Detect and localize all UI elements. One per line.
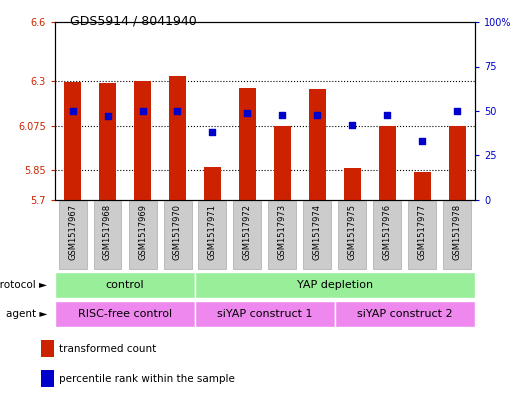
Text: YAP depletion: YAP depletion xyxy=(297,280,373,290)
FancyBboxPatch shape xyxy=(55,301,195,327)
Text: GSM1517977: GSM1517977 xyxy=(418,204,427,260)
Text: GSM1517971: GSM1517971 xyxy=(208,204,217,259)
Point xyxy=(173,108,182,114)
FancyBboxPatch shape xyxy=(268,201,297,268)
Text: GSM1517967: GSM1517967 xyxy=(68,204,77,260)
Point xyxy=(104,113,112,119)
Point xyxy=(383,112,391,118)
Bar xyxy=(449,126,466,200)
Bar xyxy=(204,167,221,200)
Text: siYAP construct 1: siYAP construct 1 xyxy=(217,309,313,319)
Text: GSM1517973: GSM1517973 xyxy=(278,204,287,260)
Text: siYAP construct 2: siYAP construct 2 xyxy=(357,309,453,319)
FancyBboxPatch shape xyxy=(164,201,191,268)
Bar xyxy=(41,370,54,387)
Bar xyxy=(64,82,81,200)
Bar xyxy=(98,83,116,200)
Text: GSM1517976: GSM1517976 xyxy=(383,204,392,260)
FancyBboxPatch shape xyxy=(408,201,437,268)
Bar xyxy=(309,89,326,200)
Text: GSM1517978: GSM1517978 xyxy=(453,204,462,260)
FancyBboxPatch shape xyxy=(128,201,156,268)
Text: transformed count: transformed count xyxy=(59,343,156,354)
Point xyxy=(208,129,216,136)
Point xyxy=(68,108,76,114)
Text: percentile rank within the sample: percentile rank within the sample xyxy=(59,374,235,384)
Text: RISC-free control: RISC-free control xyxy=(78,309,172,319)
FancyBboxPatch shape xyxy=(233,201,262,268)
Point xyxy=(279,112,287,118)
Point xyxy=(243,110,251,116)
Bar xyxy=(239,88,256,200)
Bar xyxy=(274,126,291,200)
Text: GDS5914 / 8041940: GDS5914 / 8041940 xyxy=(70,14,197,27)
FancyBboxPatch shape xyxy=(335,301,475,327)
Bar xyxy=(344,168,361,200)
FancyBboxPatch shape xyxy=(195,301,335,327)
Point xyxy=(313,112,322,118)
Text: control: control xyxy=(106,280,144,290)
FancyBboxPatch shape xyxy=(55,272,195,298)
Bar xyxy=(41,340,54,357)
Text: GSM1517974: GSM1517974 xyxy=(313,204,322,259)
Point xyxy=(419,138,427,144)
Point xyxy=(453,108,462,114)
Text: GSM1517975: GSM1517975 xyxy=(348,204,357,259)
Point xyxy=(139,108,147,114)
FancyBboxPatch shape xyxy=(444,201,471,268)
Text: GSM1517972: GSM1517972 xyxy=(243,204,252,259)
Bar xyxy=(169,76,186,200)
FancyBboxPatch shape xyxy=(199,201,227,268)
Bar xyxy=(379,126,396,200)
FancyBboxPatch shape xyxy=(339,201,366,268)
Bar xyxy=(134,81,151,200)
Text: agent ►: agent ► xyxy=(6,309,47,319)
FancyBboxPatch shape xyxy=(373,201,402,268)
Text: GSM1517968: GSM1517968 xyxy=(103,204,112,260)
FancyBboxPatch shape xyxy=(58,201,87,268)
Point xyxy=(348,122,357,129)
FancyBboxPatch shape xyxy=(304,201,331,268)
Text: protocol ►: protocol ► xyxy=(0,280,47,290)
Text: GSM1517969: GSM1517969 xyxy=(138,204,147,259)
Bar xyxy=(414,172,431,200)
Text: GSM1517970: GSM1517970 xyxy=(173,204,182,259)
FancyBboxPatch shape xyxy=(195,272,475,298)
FancyBboxPatch shape xyxy=(93,201,122,268)
